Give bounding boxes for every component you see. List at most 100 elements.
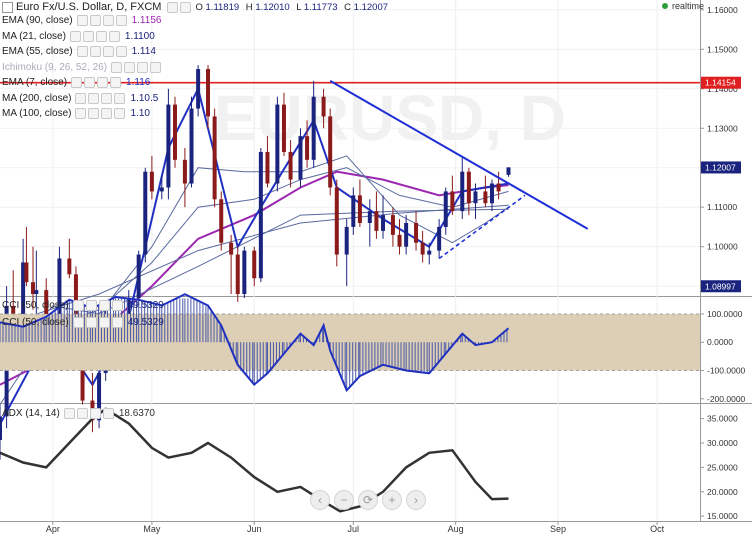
indicator-legend-row[interactable]: EMA (7, close) 1.116 bbox=[2, 75, 150, 90]
eye-icon[interactable] bbox=[111, 61, 123, 73]
close-icon[interactable] bbox=[110, 77, 122, 88]
add-icon[interactable] bbox=[97, 77, 109, 88]
eye-icon[interactable] bbox=[63, 408, 75, 419]
close-icon[interactable] bbox=[108, 30, 120, 42]
candle-body bbox=[288, 151, 293, 180]
realtime-label: realtime bbox=[672, 1, 705, 11]
candle-body bbox=[182, 159, 187, 184]
settings-icon[interactable] bbox=[85, 317, 97, 328]
candle-body bbox=[97, 372, 102, 421]
eye-icon[interactable] bbox=[75, 108, 87, 119]
candle-body bbox=[496, 183, 501, 192]
zoom-in-button[interactable]: + bbox=[382, 490, 402, 510]
price-axis-label: 1.13000 bbox=[707, 123, 738, 133]
add-icon[interactable] bbox=[102, 15, 114, 26]
adx-legend-row-label: ADX (14, 14) bbox=[2, 408, 60, 419]
candle-body bbox=[357, 195, 362, 223]
close-icon[interactable] bbox=[115, 46, 127, 57]
settings-icon[interactable] bbox=[82, 30, 94, 42]
close-icon[interactable] bbox=[111, 317, 123, 328]
close-icon[interactable] bbox=[114, 92, 126, 104]
close-icon[interactable] bbox=[150, 61, 162, 73]
candle-body bbox=[374, 211, 379, 231]
indicator-legend-row[interactable]: EMA (55, close) 1.114 bbox=[2, 44, 156, 59]
settings-icon[interactable] bbox=[76, 408, 88, 419]
add-icon[interactable] bbox=[98, 300, 110, 311]
cci-legend-row[interactable]: CCI (50, close) 49.5329 bbox=[2, 315, 164, 330]
candle-body bbox=[265, 151, 270, 184]
zoom-out-button[interactable]: − bbox=[334, 490, 354, 510]
time-axis-label: Jun bbox=[247, 524, 262, 534]
close-icon[interactable] bbox=[114, 108, 126, 119]
close-icon[interactable] bbox=[180, 1, 192, 13]
adx-axis-label: 25.0000 bbox=[707, 462, 738, 472]
ohlc-readout: O 1.11819 H 1.12010 L 1.11773 C 1.12007 bbox=[195, 1, 389, 13]
scroll-right-button[interactable]: › bbox=[406, 490, 426, 510]
settings-icon[interactable] bbox=[88, 92, 100, 104]
add-icon[interactable] bbox=[101, 108, 113, 119]
candle-body bbox=[275, 104, 280, 184]
adx-axis-label: 30.0000 bbox=[707, 438, 738, 448]
candle-body bbox=[404, 222, 409, 247]
eye-icon[interactable] bbox=[75, 92, 87, 104]
settings-icon[interactable] bbox=[89, 15, 101, 26]
eye-icon[interactable] bbox=[71, 77, 83, 88]
settings-icon[interactable] bbox=[167, 1, 179, 13]
adx-axis-label: 35.0000 bbox=[707, 414, 738, 424]
settings-icon[interactable] bbox=[88, 108, 100, 119]
add-icon[interactable] bbox=[101, 92, 113, 104]
adx-legend-row[interactable]: ADX (14, 14) 18.6370 bbox=[2, 406, 155, 421]
candle-body bbox=[189, 108, 194, 184]
indicator-legend-row[interactable]: MA (21, close) 1.1100 bbox=[2, 29, 155, 44]
candle-body bbox=[298, 136, 303, 180]
menu-icon[interactable] bbox=[2, 1, 13, 13]
close-icon[interactable] bbox=[102, 408, 114, 419]
reset-zoom-button[interactable]: ⟳ bbox=[358, 490, 378, 510]
candle-body bbox=[11, 305, 16, 318]
indicator-legend-row-value: 1.116 bbox=[126, 77, 151, 88]
add-icon[interactable] bbox=[137, 61, 149, 73]
candle-body bbox=[57, 258, 62, 346]
candle-body bbox=[196, 69, 201, 109]
settings-icon[interactable] bbox=[84, 77, 96, 88]
eye-icon[interactable] bbox=[72, 317, 84, 328]
scroll-left-button[interactable]: ‹ bbox=[310, 490, 330, 510]
indicator-legend-row[interactable]: EMA (90, close) 1.1156 bbox=[2, 13, 161, 28]
indicator-legend-row-value: 1.114 bbox=[131, 46, 156, 57]
eye-icon[interactable] bbox=[76, 46, 88, 57]
candle-body bbox=[305, 136, 310, 160]
indicator-legend-row[interactable]: Ichimoku (9, 26, 52, 26) bbox=[2, 60, 166, 75]
add-icon[interactable] bbox=[98, 317, 110, 328]
add-icon[interactable] bbox=[89, 408, 101, 419]
eye-icon[interactable] bbox=[76, 15, 88, 26]
candle-body bbox=[443, 191, 448, 227]
close-icon[interactable] bbox=[111, 300, 123, 311]
symbol-name: Euro Fx/U.S. Dollar, D, FXCM bbox=[16, 1, 162, 13]
eye-icon[interactable] bbox=[72, 300, 84, 311]
add-icon[interactable] bbox=[95, 30, 107, 42]
settings-icon[interactable] bbox=[85, 300, 97, 311]
settings-icon[interactable] bbox=[124, 61, 136, 73]
candle-body bbox=[466, 171, 471, 204]
adx-legend-row-value: 18.6370 bbox=[118, 408, 155, 419]
add-icon[interactable] bbox=[102, 46, 114, 57]
low-value: 1.11773 bbox=[303, 1, 338, 13]
indicator-legend-row-value: 1.10.5 bbox=[130, 92, 159, 104]
downtrend-line bbox=[329, 80, 589, 230]
indicator-legend-row-label: EMA (55, close) bbox=[2, 46, 73, 57]
candle-body bbox=[67, 258, 72, 275]
candle-body bbox=[149, 171, 154, 192]
cci-axis-label: 0.0000 bbox=[707, 337, 733, 347]
eye-icon[interactable] bbox=[69, 30, 81, 42]
candle-body bbox=[489, 183, 494, 204]
close-icon[interactable] bbox=[115, 15, 127, 26]
candle-body bbox=[328, 116, 333, 188]
status-dot-icon bbox=[662, 3, 668, 9]
candle-body bbox=[397, 234, 402, 247]
indicator-legend-row[interactable]: MA (100, close) 1.10 bbox=[2, 106, 150, 121]
indicator-legend-row[interactable]: MA (200, close) 1.10.5 bbox=[2, 91, 158, 106]
settings-icon[interactable] bbox=[89, 46, 101, 57]
cci-legend-row[interactable]: CCI (50, close) 49.5329 bbox=[2, 298, 164, 313]
